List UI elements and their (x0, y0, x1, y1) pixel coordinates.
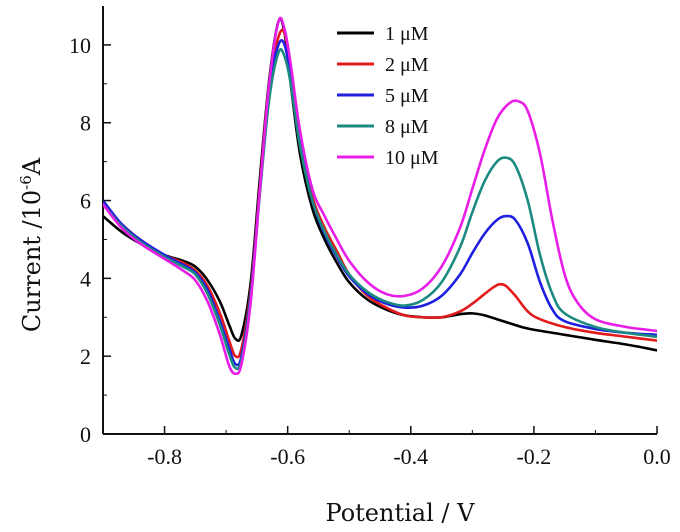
legend-label: 1 μM (385, 23, 429, 45)
x-tick-label: -0.4 (393, 444, 428, 469)
legend-label: 10 μM (385, 147, 439, 169)
series-line-5 (103, 16, 657, 376)
series-line-1 (103, 17, 657, 352)
x-tick-label: -0.8 (147, 444, 182, 469)
series-line-4 (103, 48, 657, 371)
y-axis-title-main: Current /10 (18, 190, 46, 332)
x-axis-title: Potential / V (326, 499, 476, 527)
x-tick-label: -0.6 (270, 444, 305, 469)
series-line-3 (103, 38, 657, 367)
y-tick-label: 10 (69, 33, 91, 58)
series-line-2 (103, 28, 657, 359)
y-tick-label: 2 (80, 344, 91, 369)
axes (102, 6, 657, 435)
series-layer (103, 16, 657, 376)
y-axis-title-unit: A (18, 157, 46, 176)
y-tick-label: 4 (80, 266, 91, 291)
legend: 1 μM 2 μM 5 μM 8 μM 10 μM (337, 23, 439, 169)
legend-label: 8 μM (385, 116, 429, 138)
legend-label: 2 μM (385, 54, 429, 76)
y-axis-title-exponent: -6 (17, 175, 35, 190)
ticks-layer: -0.8 -0.6 -0.4 -0.2 0.0 0 2 4 6 8 10 (69, 33, 671, 469)
x-tick-label: -0.2 (516, 444, 551, 469)
y-tick-label: 6 (80, 189, 91, 214)
y-tick-label: 0 (80, 422, 91, 447)
x-tick-label: 0.0 (643, 444, 671, 469)
y-tick-label: 8 (80, 111, 91, 136)
legend-label: 5 μM (385, 85, 429, 107)
y-axis-title: Current /10-6A (17, 157, 46, 332)
